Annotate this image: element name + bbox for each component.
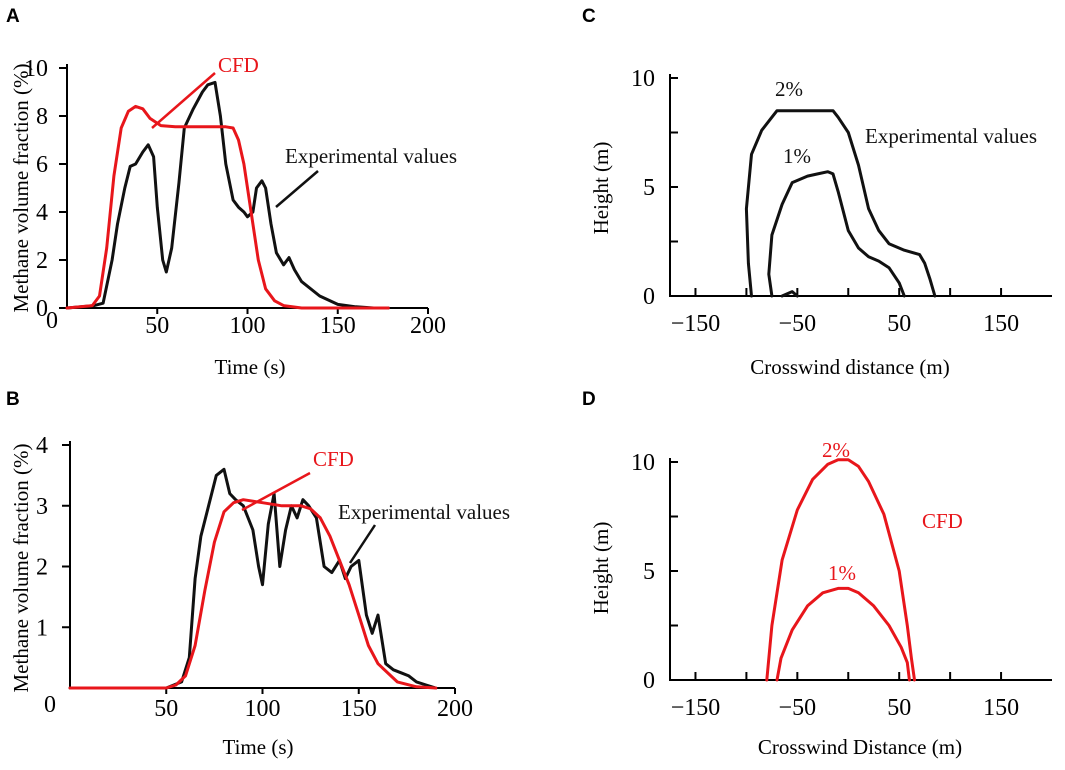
- y-tick-label: 0: [36, 296, 48, 322]
- y-tick-label: 10: [631, 450, 655, 476]
- x-tick-label: −150: [671, 311, 721, 337]
- panel-letter-b: B: [6, 389, 20, 410]
- x-tick-label: 200: [437, 696, 473, 722]
- y-axis-label: Methane volume fraction (%): [9, 64, 33, 313]
- x-tick-label: 150: [983, 695, 1019, 721]
- x-tick-label: 50: [154, 696, 178, 722]
- x-tick-label: 100: [245, 696, 281, 722]
- axes-frame: [669, 458, 1052, 681]
- y-tick-label: 6: [36, 152, 48, 178]
- annotation-leader: [348, 524, 377, 564]
- series-line-experimental-values: [68, 467, 438, 690]
- chart-d: 0 5 10 −150 −50 50 150 Crosswind Distance (m) He…: [589, 438, 1052, 759]
- y-axis-label: Height (m): [589, 142, 613, 235]
- axes-frame: [69, 441, 455, 689]
- x-tick-label: 50: [887, 311, 911, 337]
- series-line-cfd: [68, 498, 438, 690]
- y-tick-label: 0: [643, 284, 655, 310]
- x-axis-label: Time (s): [223, 735, 294, 759]
- annotation-label: 2%: [822, 438, 850, 462]
- y-axis-label: Height (m): [589, 522, 613, 615]
- y-tick-label: 2: [36, 248, 48, 274]
- y-tick-label: 5: [643, 559, 655, 585]
- y-tick-label: 2: [36, 555, 48, 581]
- chart-b: 1 2 3 4 50 100 150 200 0 Time (s) Methane volume f…: [9, 433, 510, 759]
- annotation-label: 1%: [828, 561, 856, 585]
- x-tick-label: −150: [671, 695, 721, 721]
- x-tick-label: 50: [887, 695, 911, 721]
- x-tick-label: −50: [779, 311, 817, 337]
- panel-letter-a: A: [6, 6, 20, 27]
- y-tick-label: 3: [36, 494, 48, 520]
- x-axis-label: Crosswind Distance (m): [758, 735, 962, 759]
- series-line-1-contour: [775, 586, 911, 682]
- annotation-label: 2%: [775, 77, 803, 101]
- y-tick-label: 10: [631, 66, 655, 92]
- y-tick-label: 8: [36, 104, 48, 130]
- axes-frame: [669, 74, 1052, 297]
- y-tick-label: 5: [643, 175, 655, 201]
- y-tick-label: 4: [36, 200, 48, 226]
- annotation-label: Experimental values: [338, 500, 510, 524]
- x-tick-label: 50: [145, 313, 169, 339]
- series-line-2-contour: [744, 109, 937, 298]
- y-tick-label: 10: [24, 56, 48, 82]
- annotation-label: 1%: [783, 144, 811, 168]
- x-tick-label: 100: [230, 313, 266, 339]
- y-axis-label: Methane volume fraction (%): [9, 444, 33, 693]
- annotation-label: CFD: [218, 53, 259, 77]
- x-tick-label: 150: [341, 696, 377, 722]
- origin-label: 0: [46, 308, 58, 334]
- annotation-leader: [241, 471, 311, 512]
- origin-label: 0: [44, 692, 56, 718]
- annotation-label: CFD: [922, 509, 963, 533]
- y-tick-label: 4: [36, 433, 48, 459]
- annotation-leader: [151, 72, 216, 129]
- x-axis-label: Crosswind distance (m): [750, 355, 949, 379]
- series-line-1-small-lobe: [780, 290, 799, 298]
- series-line-2-contour: [765, 458, 916, 682]
- series-line-experimental-values: [65, 80, 390, 310]
- annotation-label: CFD: [313, 447, 354, 471]
- chart-c: 0 5 10 −150 −50 50 150 Crosswind distance (m) He…: [589, 66, 1052, 379]
- series-line-cfd: [65, 104, 390, 310]
- y-tick-label: 0: [643, 668, 655, 694]
- x-axis-label: Time (s): [215, 355, 286, 379]
- annotation-label: Experimental values: [865, 124, 1037, 148]
- y-tick-label: 1: [36, 615, 48, 641]
- x-tick-label: 150: [320, 313, 356, 339]
- x-tick-label: 150: [983, 311, 1019, 337]
- series-line-1-contour: [767, 170, 906, 298]
- annotation-label: Experimental values: [285, 144, 457, 168]
- annotation-leader: [275, 170, 319, 208]
- panel-letter-c: C: [582, 6, 596, 27]
- x-tick-label: 200: [410, 313, 446, 339]
- panel-letter-d: D: [582, 389, 596, 410]
- x-tick-label: −50: [779, 695, 817, 721]
- chart-a: 0 2 4 6 8 10 50 100 150 200 0 Time (s) Methane volum…: [9, 53, 457, 379]
